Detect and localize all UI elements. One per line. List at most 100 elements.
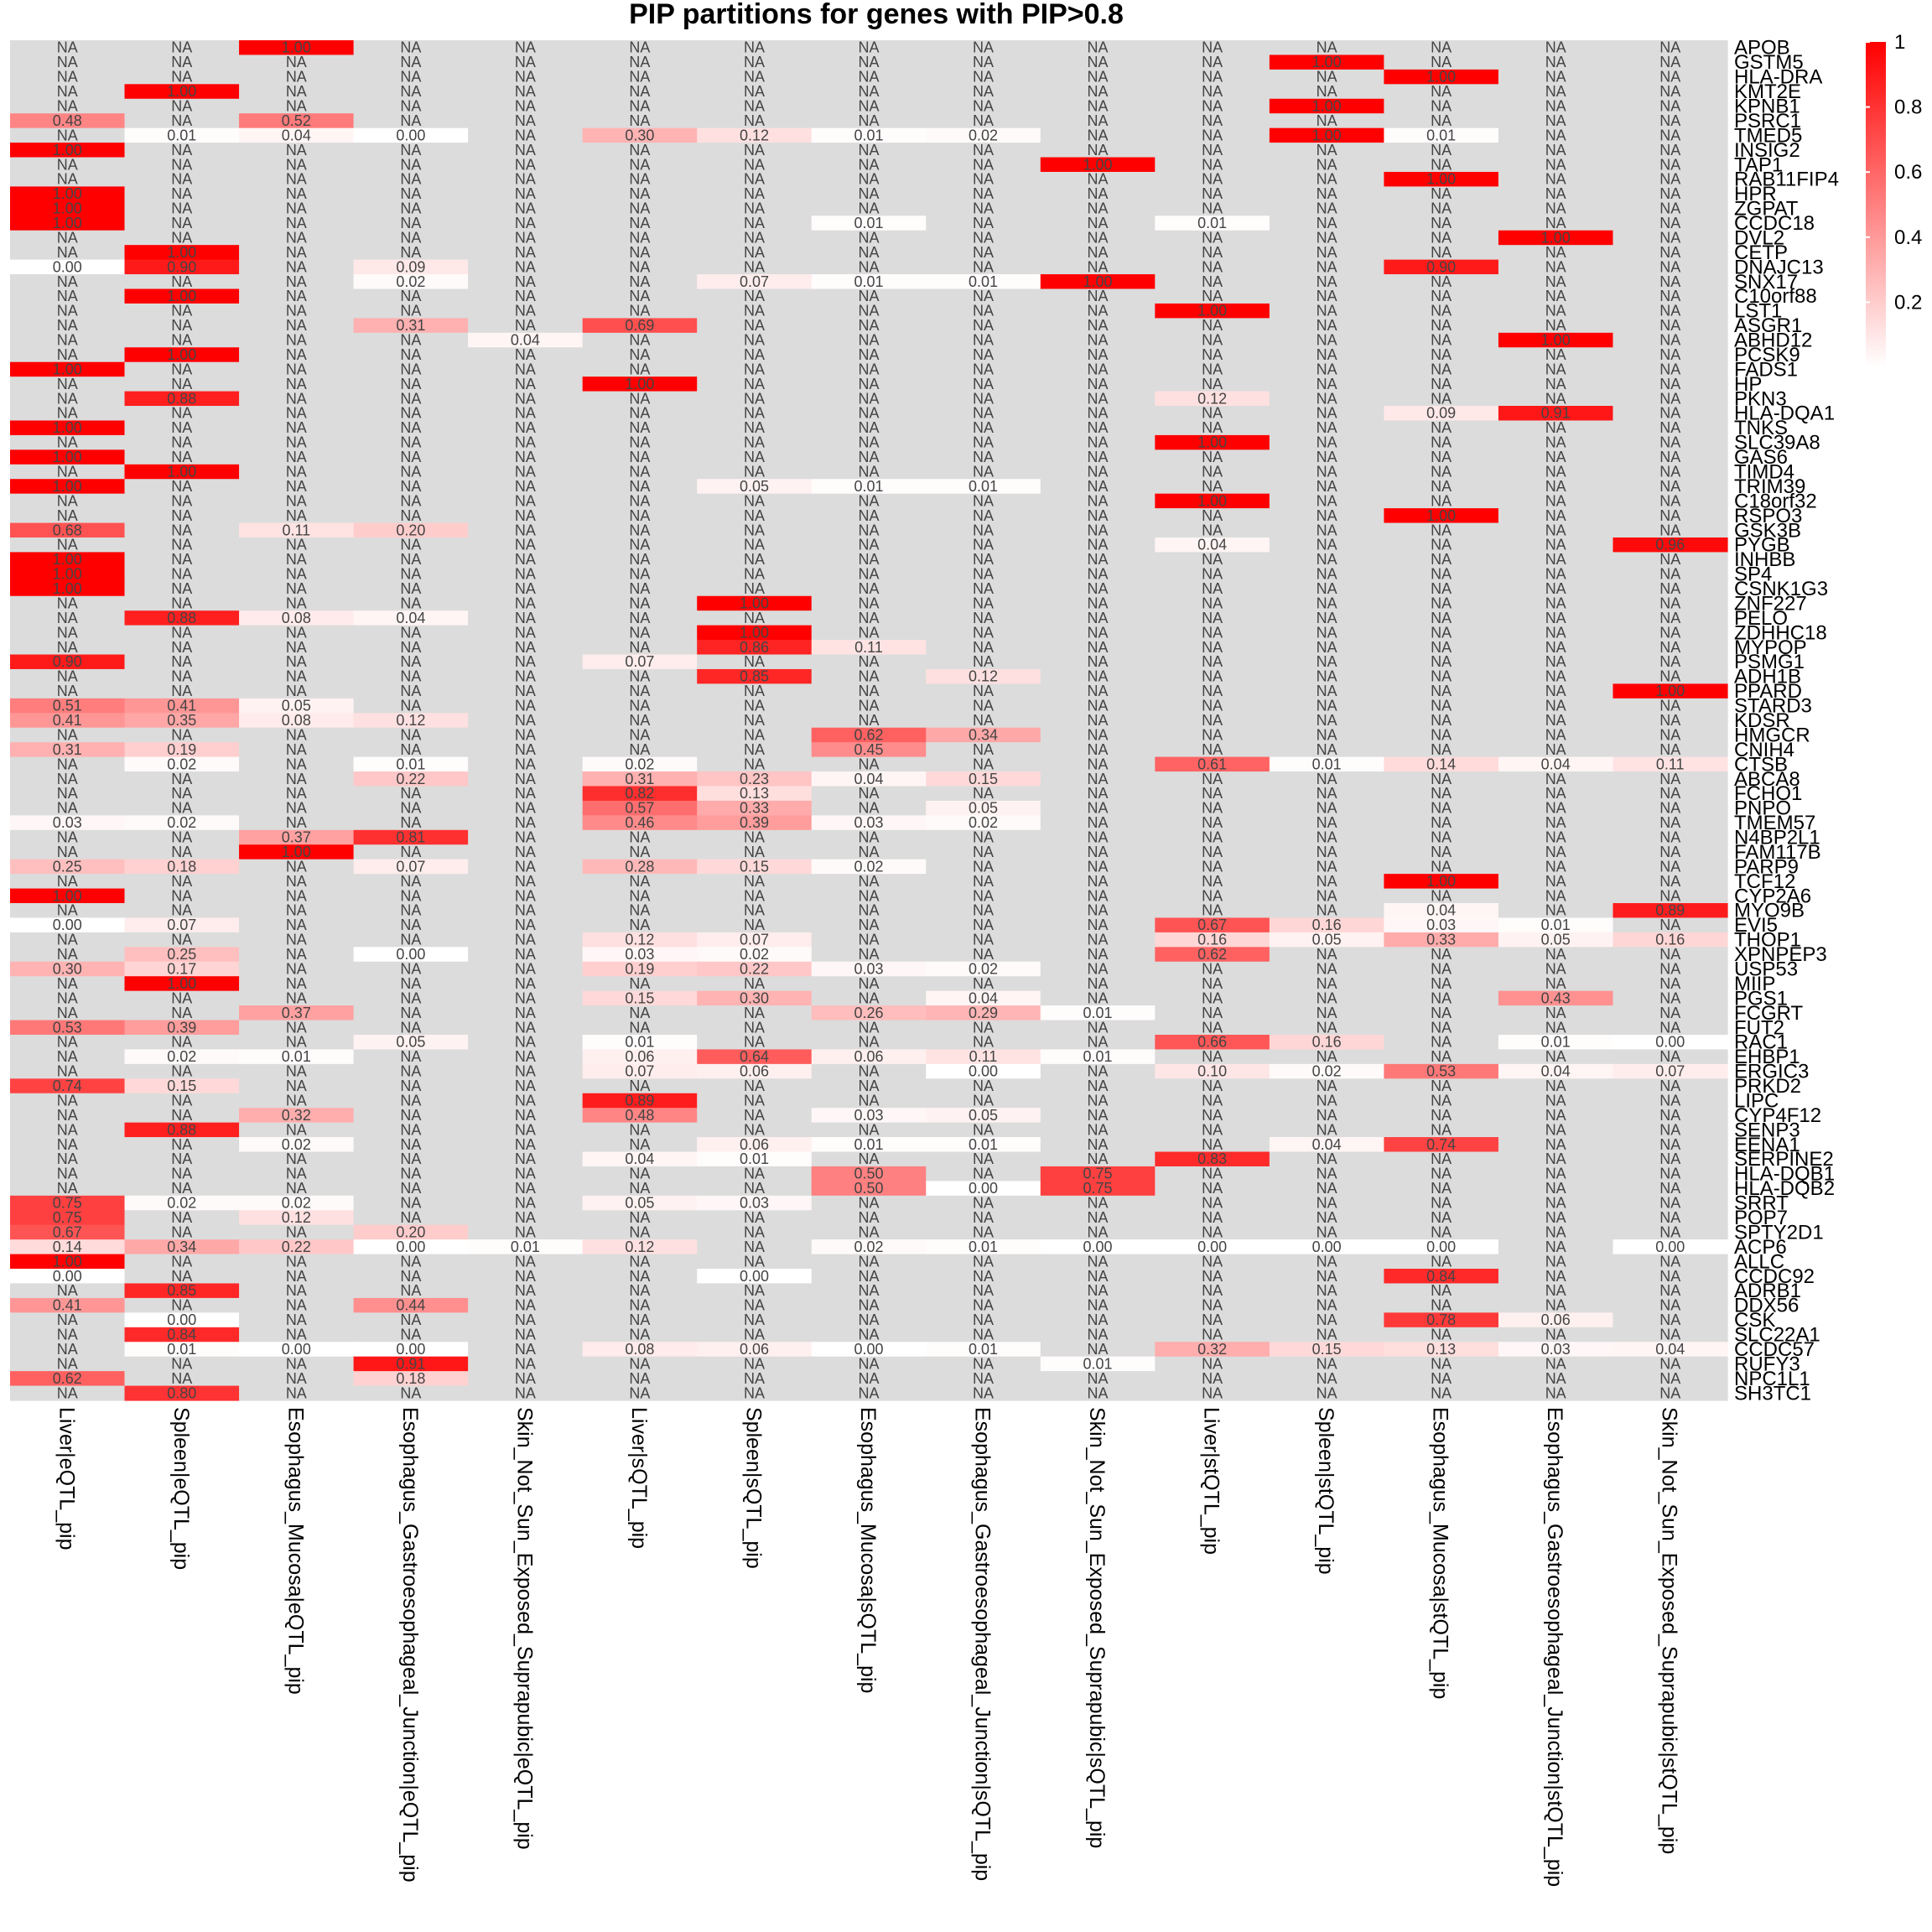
heatmap-cell (10, 610, 126, 626)
cell-value-label: 0.84 (1426, 1268, 1456, 1285)
heatmap-cell (239, 259, 355, 275)
cell-value-label: NA (171, 1180, 192, 1197)
heatmap-cell (239, 786, 355, 802)
cell-value-label: 0.02 (282, 1195, 311, 1212)
cell-value-label: 0.48 (53, 112, 82, 129)
cell-value-label: NA (629, 171, 650, 188)
cell-value-label: NA (400, 449, 421, 465)
heatmap-cell (582, 1283, 698, 1299)
heatmap-cell (1040, 698, 1156, 714)
heatmap-cell (239, 55, 355, 70)
cell-value-label: NA (57, 1034, 78, 1051)
heatmap-cell (1269, 1166, 1384, 1182)
cell-value-label: 0.07 (740, 273, 769, 290)
heatmap-cell (1155, 976, 1270, 992)
cell-value-label: NA (1317, 317, 1337, 334)
cell-value-label: NA (400, 1195, 421, 1212)
cell-value-label: NA (1659, 54, 1680, 70)
heatmap-cell (1384, 800, 1499, 816)
cell-value-label: NA (744, 1107, 765, 1124)
cell-value-label: NA (400, 492, 421, 509)
cell-value-label: NA (1545, 1166, 1566, 1182)
cell-value-label: 0.04 (1312, 1136, 1342, 1153)
heatmap-cell (926, 464, 1041, 480)
cell-value-label: NA (1202, 698, 1223, 714)
heatmap-cell (926, 245, 1041, 261)
cell-value-label: NA (1202, 902, 1223, 919)
cell-value-label: NA (1088, 1078, 1109, 1094)
heatmap-cell (353, 595, 469, 611)
heatmap-cell (926, 595, 1041, 611)
cell-value-label: NA (57, 97, 78, 114)
heatmap-cell (926, 1122, 1041, 1138)
heatmap-cell (1040, 1063, 1156, 1079)
heatmap-cell (1040, 361, 1156, 377)
heatmap-cell (697, 274, 813, 290)
cell-value-label: 0.04 (282, 127, 311, 143)
heatmap-cell (1040, 829, 1156, 845)
heatmap-cell (582, 566, 698, 582)
cell-value-label: NA (1545, 1180, 1566, 1197)
cell-value-label: 0.13 (1426, 1341, 1456, 1358)
heatmap-cell (582, 143, 698, 158)
heatmap-cell (582, 727, 698, 743)
heatmap-cell (1498, 40, 1614, 56)
heatmap-cell (1613, 1327, 1728, 1343)
cell-value-label: NA (629, 273, 650, 290)
cell-value-label: NA (1659, 303, 1680, 319)
cell-value-label: NA (1317, 551, 1337, 568)
cell-value-label: NA (57, 1384, 78, 1401)
heatmap-cell (1155, 829, 1270, 845)
heatmap-cell (239, 216, 355, 231)
cell-value-label: NA (515, 551, 536, 568)
heatmap-cell (1498, 756, 1614, 772)
heatmap-cell (353, 274, 469, 290)
heatmap-cell (1384, 55, 1499, 70)
heatmap-cell (1040, 200, 1156, 216)
cell-value-label: 0.02 (167, 1048, 196, 1065)
cell-value-label: NA (1659, 653, 1680, 670)
cell-value-label: NA (973, 405, 994, 422)
heatmap-cell (10, 815, 126, 831)
heatmap-cell (1498, 1093, 1614, 1109)
cell-value-label: NA (57, 288, 78, 304)
cell-value-label: NA (858, 244, 879, 261)
heatmap-cell (353, 610, 469, 626)
cell-value-label: NA (515, 1048, 536, 1065)
heatmap-cell (1040, 1356, 1156, 1372)
cell-value-label: 0.01 (1083, 1005, 1113, 1021)
heatmap-cell (1040, 786, 1156, 802)
heatmap-cell (1269, 990, 1384, 1006)
heatmap-cell (926, 1181, 1041, 1197)
heatmap-cell (124, 976, 240, 992)
cell-value-label: NA (171, 785, 192, 802)
cell-value-label: NA (515, 566, 536, 583)
heatmap-cell (1269, 654, 1384, 670)
heatmap-cell (353, 69, 469, 85)
heatmap-cell (1498, 742, 1614, 758)
cell-value-label: NA (515, 376, 536, 392)
heatmap-cell (1269, 361, 1384, 377)
heatmap-cell (124, 917, 240, 933)
heatmap-cell (1269, 113, 1384, 129)
cell-value-label: NA (1202, 449, 1223, 465)
cell-value-label: NA (1317, 1048, 1337, 1065)
cell-value-label: NA (1659, 1384, 1680, 1401)
heatmap-cell (1613, 1195, 1728, 1211)
heatmap-cell (353, 713, 469, 729)
cell-value-label: NA (1088, 989, 1109, 1006)
heatmap-cell (1384, 566, 1499, 582)
heatmap-cell (10, 1224, 126, 1240)
heatmap-cell (926, 1049, 1041, 1065)
heatmap-cell (811, 1122, 927, 1138)
cell-value-label: NA (515, 1370, 536, 1387)
cell-value-label: NA (1431, 726, 1452, 743)
heatmap-cell (1040, 274, 1156, 290)
heatmap-cell (1498, 464, 1614, 480)
cell-value-label: NA (858, 551, 879, 568)
heatmap-cell (353, 903, 469, 919)
cell-value-label: NA (1088, 800, 1109, 817)
heatmap-cell (811, 274, 927, 290)
heatmap-cell (1040, 947, 1156, 963)
row-label-FAM117B: FAM117B (1734, 841, 1821, 864)
